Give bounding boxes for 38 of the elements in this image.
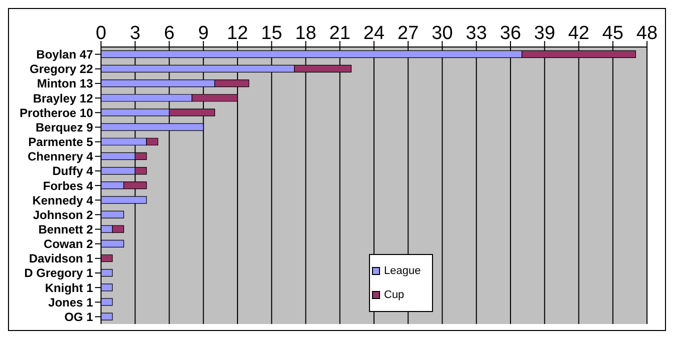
x-tick-label: 42 <box>568 23 590 44</box>
y-tick-label: Forbes 4 <box>42 178 94 193</box>
x-tick-label: 15 <box>261 23 282 44</box>
y-tick-label: D Gregory 1 <box>24 266 94 280</box>
x-tick-label: 30 <box>432 23 453 44</box>
y-tick-label: Cowan 2 <box>44 237 94 252</box>
x-tick-label: 21 <box>329 23 350 44</box>
y-tick-label: Chennery 4 <box>28 150 94 164</box>
y-tick-label: Jones 1 <box>48 295 94 310</box>
x-tick-label: 48 <box>636 23 658 44</box>
y-tick-label: Kennedy 4 <box>32 193 94 208</box>
y-tick-label: Minton 13 <box>37 76 94 91</box>
y-tick-label: Parmente 5 <box>28 135 94 150</box>
y-tick-label: Berquez 9 <box>36 120 94 134</box>
y-tick-label: Johnson 2 <box>32 208 94 222</box>
y-tick-label: Knight 1 <box>45 280 94 295</box>
x-tick-label: 24 <box>363 23 385 44</box>
x-tick-label: 12 <box>226 23 248 44</box>
y-tick-label: Boylan 47 <box>36 48 94 62</box>
legend-label: League <box>384 264 421 279</box>
y-tick-label: Bennett 2 <box>38 222 94 236</box>
x-tick-label: 18 <box>295 23 316 44</box>
x-tick-label: 39 <box>534 23 556 44</box>
x-tick-label: 36 <box>500 23 522 44</box>
y-tick-label: Duffy 4 <box>52 164 94 178</box>
y-tick-label: Protheroe 10 <box>20 106 94 120</box>
y-tick-label: Brayley 12 <box>32 91 94 106</box>
x-tick-label: 27 <box>398 23 419 44</box>
y-tick-label: OG 1 <box>64 310 94 324</box>
y-tick-label: Gregory 22 <box>30 62 94 76</box>
x-tick-label: 9 <box>198 23 209 44</box>
x-tick-label: 0 <box>96 23 106 44</box>
legend-label: Cup <box>384 288 404 303</box>
x-tick-label: 3 <box>130 23 140 44</box>
x-tick-label: 45 <box>602 23 624 44</box>
y-tick-label: Davidson 1 <box>28 252 94 266</box>
x-tick-label: 6 <box>164 23 175 44</box>
x-tick-label: 33 <box>466 23 487 44</box>
